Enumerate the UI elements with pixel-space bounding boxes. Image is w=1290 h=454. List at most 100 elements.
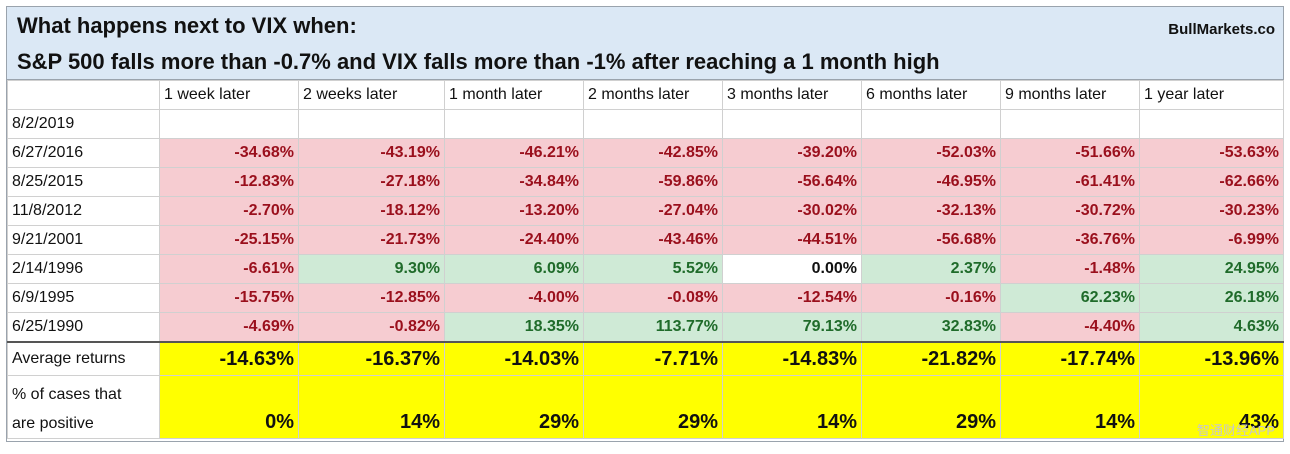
return-cell: -30.72% xyxy=(1000,196,1140,226)
column-header xyxy=(7,80,160,110)
return-cell: -53.63% xyxy=(1139,138,1284,168)
table-row: 11/8/2012 -2.70% -18.12% -13.20% -27.04% -30.… xyxy=(7,196,1284,226)
table-row: 8/2/2019 xyxy=(7,109,1284,139)
table-row: 6/25/1990 -4.69% -0.82% 18.35% 113.77% 79.13%… xyxy=(7,312,1284,343)
return-cell: -27.04% xyxy=(583,196,723,226)
return-cell: -34.68% xyxy=(159,138,299,168)
table-row: 8/25/2015 -12.83% -27.18% -34.84% -59.86% -56… xyxy=(7,167,1284,197)
percent-positive-label-line-2: are positive xyxy=(12,415,94,432)
average-return-cell: -14.83% xyxy=(722,341,862,376)
return-cell xyxy=(861,109,1001,139)
return-cell: -0.82% xyxy=(298,312,445,343)
return-cell: 6.09% xyxy=(444,254,584,284)
percent-positive-label-line-1: % of cases that xyxy=(12,386,122,403)
percent-positive-label: % of cases that are positive xyxy=(7,375,160,439)
return-cell: 62.23% xyxy=(1000,283,1140,313)
row-date: 6/25/1990 xyxy=(7,312,160,343)
table-row: 6/9/1995 -15.75% -12.85% -4.00% -0.08% -12.54… xyxy=(7,283,1284,313)
return-cell: -18.12% xyxy=(298,196,445,226)
percent-positive-cell: 29% xyxy=(444,375,584,439)
brand-label: BullMarkets.co xyxy=(1168,21,1275,38)
table-row: 6/27/2016 -34.68% -43.19% -46.21% -42.85% -39… xyxy=(7,138,1284,168)
return-cell: -39.20% xyxy=(722,138,862,168)
return-cell: -6.99% xyxy=(1139,225,1284,255)
return-cell: -52.03% xyxy=(861,138,1001,168)
return-cell xyxy=(1139,109,1284,139)
watermark: 智通财经APP xyxy=(1196,423,1275,438)
return-cell: -13.20% xyxy=(444,196,584,226)
vix-table-panel: What happens next to VIX when: S&P 500 f… xyxy=(6,6,1284,442)
table-row: 9/21/2001 -25.15% -21.73% -24.40% -43.46% -44… xyxy=(7,225,1284,255)
return-cell: 9.30% xyxy=(298,254,445,284)
average-return-cell: -14.63% xyxy=(159,341,299,376)
return-cell: -4.40% xyxy=(1000,312,1140,343)
column-header: 3 months later xyxy=(722,80,862,110)
average-return-cell: -16.37% xyxy=(298,341,445,376)
return-cell: -56.68% xyxy=(861,225,1001,255)
percent-positive-cell: 29% xyxy=(861,375,1001,439)
return-cell: -12.85% xyxy=(298,283,445,313)
return-cell: -30.23% xyxy=(1139,196,1284,226)
row-date: 9/21/2001 xyxy=(7,225,160,255)
percent-positive-cell: 29% xyxy=(583,375,723,439)
column-header: 1 year later xyxy=(1139,80,1284,110)
column-header-row: 1 week later 2 weeks later 1 month later 2 … xyxy=(7,80,1284,110)
percent-positive-cell: 14% xyxy=(298,375,445,439)
column-header: 1 month later xyxy=(444,80,584,110)
return-cell: -56.64% xyxy=(722,167,862,197)
row-date: 6/9/1995 xyxy=(7,283,160,313)
column-header: 2 months later xyxy=(583,80,723,110)
return-cell: 79.13% xyxy=(722,312,862,343)
return-cell: 5.52% xyxy=(583,254,723,284)
return-cell: -61.41% xyxy=(1000,167,1140,197)
return-cell: -1.48% xyxy=(1000,254,1140,284)
return-cell: -12.54% xyxy=(722,283,862,313)
average-returns-row: Average returns -14.63% -16.37% -14.03% -7.7… xyxy=(7,341,1284,376)
return-cell: 0.00% xyxy=(722,254,862,284)
return-cell: -43.46% xyxy=(583,225,723,255)
row-date: 2/14/1996 xyxy=(7,254,160,284)
return-cell xyxy=(159,109,299,139)
return-cell: -30.02% xyxy=(722,196,862,226)
return-cell: -2.70% xyxy=(159,196,299,226)
return-cell: -15.75% xyxy=(159,283,299,313)
return-cell: 18.35% xyxy=(444,312,584,343)
return-cell: -4.00% xyxy=(444,283,584,313)
return-cell: 2.37% xyxy=(861,254,1001,284)
percent-positive-cell: 14% xyxy=(722,375,862,439)
average-returns-label: Average returns xyxy=(7,341,160,376)
return-cell: -59.86% xyxy=(583,167,723,197)
row-date: 11/8/2012 xyxy=(7,196,160,226)
returns-table: 1 week later 2 weeks later 1 month later 2 … xyxy=(7,80,1284,439)
return-cell: -0.16% xyxy=(861,283,1001,313)
table-row: 2/14/1996 -6.61% 9.30% 6.09% 5.52% 0.00% 2.37%… xyxy=(7,254,1284,284)
header: What happens next to VIX when: S&P 500 f… xyxy=(7,7,1283,80)
percent-positive-cell: 43% xyxy=(1139,375,1284,439)
return-cell xyxy=(722,109,862,139)
return-cell: -42.85% xyxy=(583,138,723,168)
return-cell: -32.13% xyxy=(861,196,1001,226)
average-return-cell: -13.96% xyxy=(1139,341,1284,376)
return-cell: -46.95% xyxy=(861,167,1001,197)
row-date: 6/27/2016 xyxy=(7,138,160,168)
title-line-1: What happens next to VIX when: xyxy=(17,13,357,38)
return-cell: -25.15% xyxy=(159,225,299,255)
return-cell: -44.51% xyxy=(722,225,862,255)
column-header: 6 months later xyxy=(861,80,1001,110)
return-cell: 26.18% xyxy=(1139,283,1284,313)
average-return-cell: -7.71% xyxy=(583,341,723,376)
return-cell: -62.66% xyxy=(1139,167,1284,197)
return-cell: -21.73% xyxy=(298,225,445,255)
return-cell: -46.21% xyxy=(444,138,584,168)
return-cell: 24.95% xyxy=(1139,254,1284,284)
column-header: 2 weeks later xyxy=(298,80,445,110)
column-header: 9 months later xyxy=(1000,80,1140,110)
return-cell: -24.40% xyxy=(444,225,584,255)
return-cell: -34.84% xyxy=(444,167,584,197)
return-cell: -6.61% xyxy=(159,254,299,284)
return-cell: -51.66% xyxy=(1000,138,1140,168)
return-cell: -27.18% xyxy=(298,167,445,197)
column-header: 1 week later xyxy=(159,80,299,110)
row-date: 8/25/2015 xyxy=(7,167,160,197)
title-line-2: S&P 500 falls more than -0.7% and VIX fa… xyxy=(17,49,940,74)
